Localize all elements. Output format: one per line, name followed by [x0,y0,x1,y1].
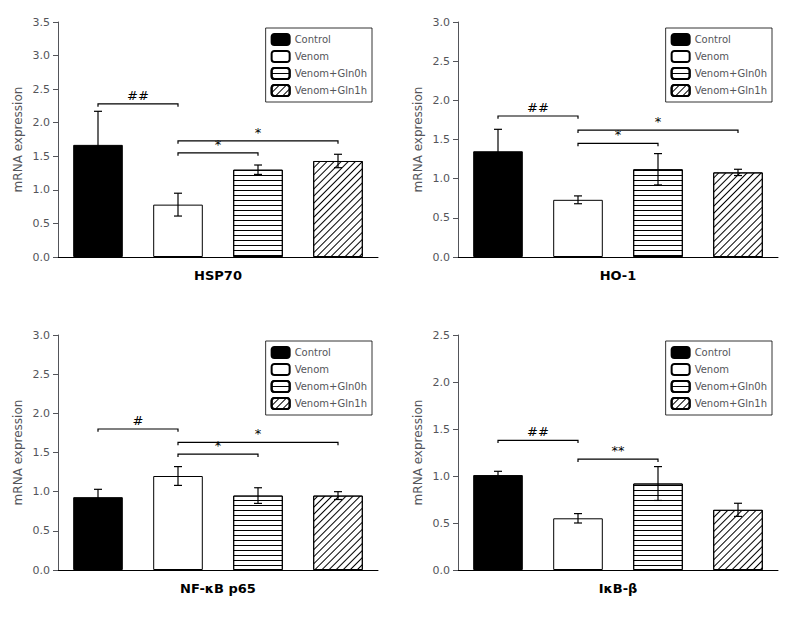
svg-text:Venom+Gln1h: Venom+Gln1h [295,398,367,409]
svg-text:0.5: 0.5 [433,517,451,530]
svg-text:mRNA expression: mRNA expression [411,87,425,193]
svg-text:#: # [133,413,144,428]
svg-text:##: ## [527,100,549,115]
svg-text:Venom: Venom [695,364,729,375]
svg-text:IκB-β: IκB-β [599,581,638,596]
svg-text:Control: Control [295,347,331,358]
svg-text:1.5: 1.5 [33,446,51,459]
svg-text:*: * [255,426,262,441]
svg-text:##: ## [527,424,549,439]
svg-text:Venom+Gln0h: Venom+Gln0h [695,381,767,392]
svg-text:2.5: 2.5 [433,55,451,68]
svg-text:2.0: 2.0 [433,376,451,389]
svg-text:1.0: 1.0 [433,172,451,185]
svg-text:Venom+Gln0h: Venom+Gln0h [695,68,767,79]
svg-text:3.0: 3.0 [33,49,51,62]
svg-text:3.5: 3.5 [33,16,51,29]
svg-text:Venom: Venom [295,364,329,375]
svg-text:1.0: 1.0 [33,183,51,196]
svg-text:*: * [215,137,222,152]
svg-text:mRNA expression: mRNA expression [11,400,25,506]
svg-text:Control: Control [695,34,731,45]
svg-text:Venom+Gln1h: Venom+Gln1h [695,398,767,409]
svg-text:1.5: 1.5 [433,423,451,436]
svg-text:*: * [655,114,662,129]
svg-text:Control: Control [295,34,331,45]
svg-text:mRNA expression: mRNA expression [411,400,425,506]
svg-text:HSP70: HSP70 [194,268,242,283]
svg-text:1.0: 1.0 [33,485,51,498]
svg-text:3.0: 3.0 [433,16,451,29]
svg-text:HO-1: HO-1 [600,268,637,283]
svg-text:Control: Control [695,347,731,358]
svg-text:1.5: 1.5 [33,150,51,163]
svg-text:3.0: 3.0 [33,329,51,342]
svg-text:Venom+Gln0h: Venom+Gln0h [295,68,367,79]
svg-text:mRNA expression: mRNA expression [11,87,25,193]
svg-text:0.0: 0.0 [33,251,51,264]
svg-text:##: ## [127,88,149,103]
svg-text:Venom: Venom [695,51,729,62]
svg-text:Venom+Gln1h: Venom+Gln1h [295,85,367,96]
svg-text:**: ** [612,443,626,458]
svg-text:*: * [215,438,222,453]
svg-text:1.5: 1.5 [433,133,451,146]
svg-text:0.0: 0.0 [433,564,451,577]
svg-text:2.5: 2.5 [433,329,451,342]
svg-text:*: * [255,125,262,140]
svg-text:0.5: 0.5 [33,217,51,230]
svg-text:0.0: 0.0 [33,564,51,577]
svg-text:NF-κB p65: NF-κB p65 [180,581,256,596]
svg-text:2.5: 2.5 [33,83,51,96]
svg-text:2.0: 2.0 [433,94,451,107]
svg-text:2.0: 2.0 [33,116,51,129]
svg-text:Venom: Venom [295,51,329,62]
svg-text:0.5: 0.5 [433,211,451,224]
svg-text:Venom+Gln0h: Venom+Gln0h [295,381,367,392]
svg-text:2.0: 2.0 [33,407,51,420]
svg-text:0.5: 0.5 [33,524,51,537]
svg-text:2.5: 2.5 [33,368,51,381]
svg-text:Venom+Gln1h: Venom+Gln1h [695,85,767,96]
svg-text:0.0: 0.0 [433,251,451,264]
svg-text:1.0: 1.0 [433,470,451,483]
